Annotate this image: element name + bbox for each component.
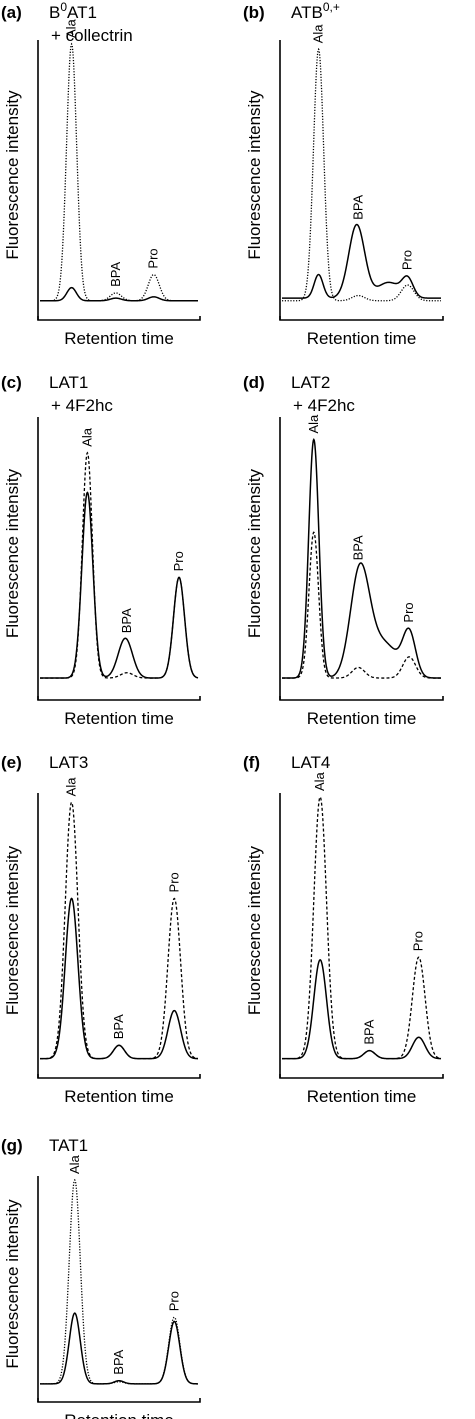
chart-panel: (c) LAT1 + 4F2hc Fluorescence intensity Rete… (1, 373, 201, 728)
x-axis (37, 696, 201, 701)
x-axis (279, 316, 444, 321)
chart-panel: (b) ATB0,+ Fluorescence intensity Retention… (243, 0, 444, 348)
y-axis-label: Fluorescence intensity (245, 90, 264, 260)
panel-title-line2: + collectrin (51, 26, 133, 45)
x-axis-label: Retention time (307, 709, 417, 728)
panel-title: LAT2 (291, 373, 330, 392)
peak-label-ala: Ala (306, 414, 321, 434)
panel-label: (d) (243, 373, 265, 392)
y-axis-label: Fluorescence intensity (3, 845, 22, 1015)
panel-title: LAT3 (49, 753, 88, 772)
y-axis-label: Fluorescence intensity (245, 468, 264, 638)
x-axis-label: Retention time (307, 329, 417, 348)
chart-panel: (d) LAT2 + 4F2hc Fluorescence intensity Rete… (243, 373, 444, 728)
y-axis-label: Fluorescence intensity (3, 1199, 22, 1369)
trace-dashed (40, 1178, 198, 1385)
panel-title: TAT1 (49, 1136, 88, 1155)
chart-panel: (f) LAT4 Fluorescence intensity Retention t… (243, 753, 444, 1106)
panel-title: LAT4 (291, 753, 330, 772)
chart-panel: (a) B0AT1 + collectrin Fluorescence intensi… (1, 0, 201, 348)
peak-label-ala: Ala (312, 771, 327, 791)
trace-solid (40, 1312, 198, 1385)
peak-label-bpa: BPA (350, 194, 365, 219)
x-axis-label: Retention time (307, 1087, 417, 1106)
peak-label-ala: Ala (67, 1154, 82, 1174)
peak-label-ala: Ala (311, 24, 326, 44)
peak-label-pro: Pro (401, 602, 416, 622)
panel-label: (c) (1, 373, 22, 392)
panel-title: ATB0,+ (291, 0, 340, 22)
chart-panel: (e) LAT3 Fluorescence intensity Retention t… (1, 753, 201, 1106)
peak-label-pro: Pro (171, 551, 186, 571)
trace-solid (282, 223, 441, 299)
peak-label-bpa: BPA (108, 262, 123, 287)
panel-label: (f) (243, 753, 260, 772)
trace-dashed (282, 47, 441, 302)
x-axis (37, 1398, 201, 1403)
trace-solid (282, 959, 442, 1060)
trace-dashed (282, 531, 441, 679)
y-axis-label: Fluorescence intensity (3, 90, 22, 260)
panel-label: (a) (1, 3, 22, 22)
x-axis-label: Retention time (64, 329, 174, 348)
panel-label: (g) (1, 1136, 23, 1155)
trace-dashed (282, 795, 442, 1060)
panel-label: (e) (1, 753, 22, 772)
peak-label-bpa: BPA (111, 1349, 126, 1374)
x-axis-label: Retention time (64, 1411, 174, 1419)
x-axis (279, 1074, 444, 1079)
peak-label-pro: Pro (411, 931, 426, 951)
peak-label-pro: Pro (166, 872, 181, 892)
y-axis-label: Fluorescence intensity (3, 468, 22, 638)
x-axis-label: Retention time (64, 1087, 174, 1106)
peak-label-bpa: BPA (119, 608, 134, 633)
chart-panel: (g) TAT1 Fluorescence intensity Retention t… (1, 1136, 201, 1419)
peak-label-bpa: BPA (361, 1019, 376, 1044)
y-axis-label: Fluorescence intensity (245, 845, 264, 1015)
peak-label-pro: Pro (400, 250, 415, 270)
peak-label-bpa: BPA (350, 535, 365, 560)
x-axis (37, 1074, 201, 1079)
peak-label-pro: Pro (146, 248, 161, 268)
peak-label-ala: Ala (64, 777, 79, 797)
x-axis (279, 696, 444, 701)
trace-solid (40, 897, 199, 1060)
peak-label-ala: Ala (64, 18, 79, 38)
x-axis-label: Retention time (64, 709, 174, 728)
peak-label-ala: Ala (79, 427, 94, 447)
x-axis (37, 316, 201, 321)
panel-title-line2: + 4F2hc (51, 396, 113, 415)
panel-title-line2: + 4F2hc (293, 396, 355, 415)
peak-label-bpa: BPA (111, 1014, 126, 1039)
trace-solid (40, 286, 198, 302)
panel-title: B0AT1 (49, 0, 97, 22)
trace-solid (282, 437, 441, 679)
panel-title: LAT1 (49, 373, 88, 392)
peak-label-pro: Pro (166, 1291, 181, 1311)
panel-label: (b) (243, 3, 265, 22)
trace-solid (40, 491, 199, 679)
